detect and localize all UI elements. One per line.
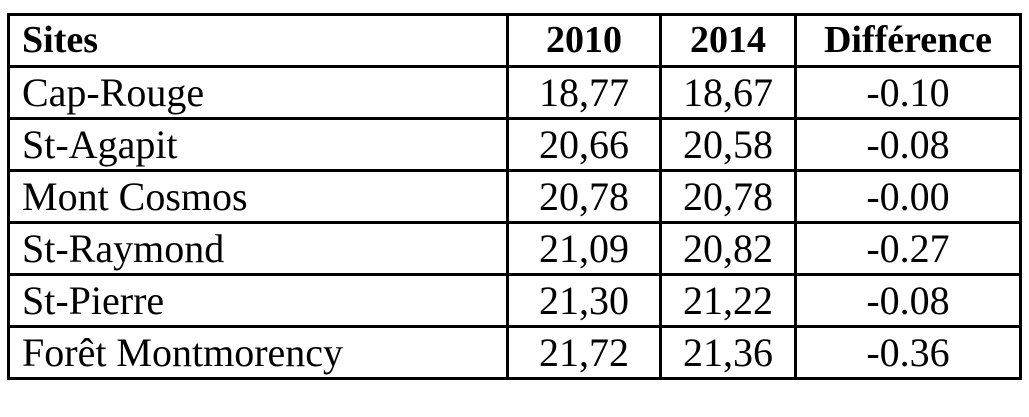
cell-site: St-Pierre (7, 273, 509, 328)
header-2014: 2014 (659, 13, 797, 68)
table-row: St-Raymond 21,09 20,82 -0.27 (7, 221, 1022, 276)
cell-site: Mont Cosmos (7, 169, 509, 224)
table-row: St-Agapit 20,66 20,58 -0.08 (7, 117, 1022, 172)
cell-2010: 21,09 (506, 221, 662, 276)
cell-difference: -0.36 (794, 325, 1022, 380)
table-row: Forêt Montmorency 21,72 21,36 -0.36 (7, 325, 1022, 380)
cell-difference: -0.27 (794, 221, 1022, 276)
cell-2014: 20,58 (659, 117, 797, 172)
cell-site: St-Raymond (7, 221, 509, 276)
table-body: Cap-Rouge 18,77 18,67 -0.10 St-Agapit 20… (7, 65, 1022, 380)
cell-2014: 20,82 (659, 221, 797, 276)
cell-2014: 18,67 (659, 65, 797, 120)
cell-2014: 20,78 (659, 169, 797, 224)
table-header: Sites 2010 2014 Différence (7, 13, 1022, 68)
cell-2010: 21,30 (506, 273, 662, 328)
cell-difference: -0.08 (794, 117, 1022, 172)
cell-2010: 18,77 (506, 65, 662, 120)
table-row: Cap-Rouge 18,77 18,67 -0.10 (7, 65, 1022, 120)
cell-difference: -0.10 (794, 65, 1022, 120)
table-row: St-Pierre 21,30 21,22 -0.08 (7, 273, 1022, 328)
cell-2014: 21,36 (659, 325, 797, 380)
cell-difference: -0.00 (794, 169, 1022, 224)
table-row: Mont Cosmos 20,78 20,78 -0.00 (7, 169, 1022, 224)
cell-2010: 20,66 (506, 117, 662, 172)
cell-site: St-Agapit (7, 117, 509, 172)
sites-table: Sites 2010 2014 Différence Cap-Rouge 18,… (7, 13, 1022, 380)
cell-difference: -0.08 (794, 273, 1022, 328)
header-row: Sites 2010 2014 Différence (7, 13, 1022, 68)
header-2010: 2010 (506, 13, 662, 68)
header-difference: Différence (794, 13, 1022, 68)
cell-2014: 21,22 (659, 273, 797, 328)
cell-site: Cap-Rouge (7, 65, 509, 120)
cell-site: Forêt Montmorency (7, 325, 509, 380)
cell-2010: 21,72 (506, 325, 662, 380)
cell-2010: 20,78 (506, 169, 662, 224)
header-sites: Sites (7, 13, 509, 68)
